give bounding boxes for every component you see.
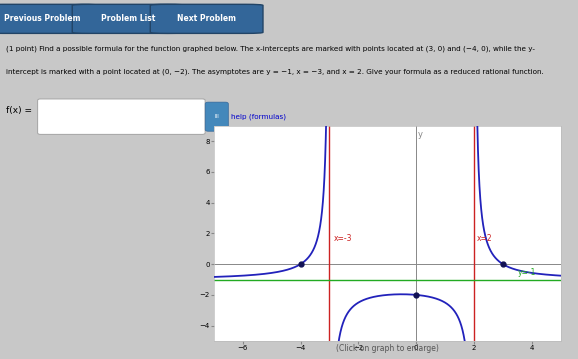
FancyBboxPatch shape [38,99,205,135]
FancyBboxPatch shape [150,4,263,33]
Text: intercept is marked with a point located at (0, −2). The asymptotes are y = −1, : intercept is marked with a point located… [6,68,543,75]
FancyBboxPatch shape [0,4,98,33]
Text: III: III [214,114,219,119]
Text: Next Problem: Next Problem [177,14,236,23]
Text: y: y [418,130,423,139]
Text: f(x) =: f(x) = [6,106,32,115]
Text: y=-1: y=-1 [517,268,536,277]
Text: Problem List: Problem List [101,14,156,23]
Text: Previous Problem: Previous Problem [3,14,80,23]
Text: (Click on graph to enlarge): (Click on graph to enlarge) [336,344,439,353]
Text: help (formulas): help (formulas) [231,113,286,120]
Text: (1 point) Find a possible formula for the function graphed below. The x-intercep: (1 point) Find a possible formula for th… [6,46,535,52]
FancyBboxPatch shape [205,102,228,131]
FancyBboxPatch shape [72,4,185,33]
Text: x=-3: x=-3 [334,234,353,243]
Text: x=2: x=2 [477,234,492,243]
